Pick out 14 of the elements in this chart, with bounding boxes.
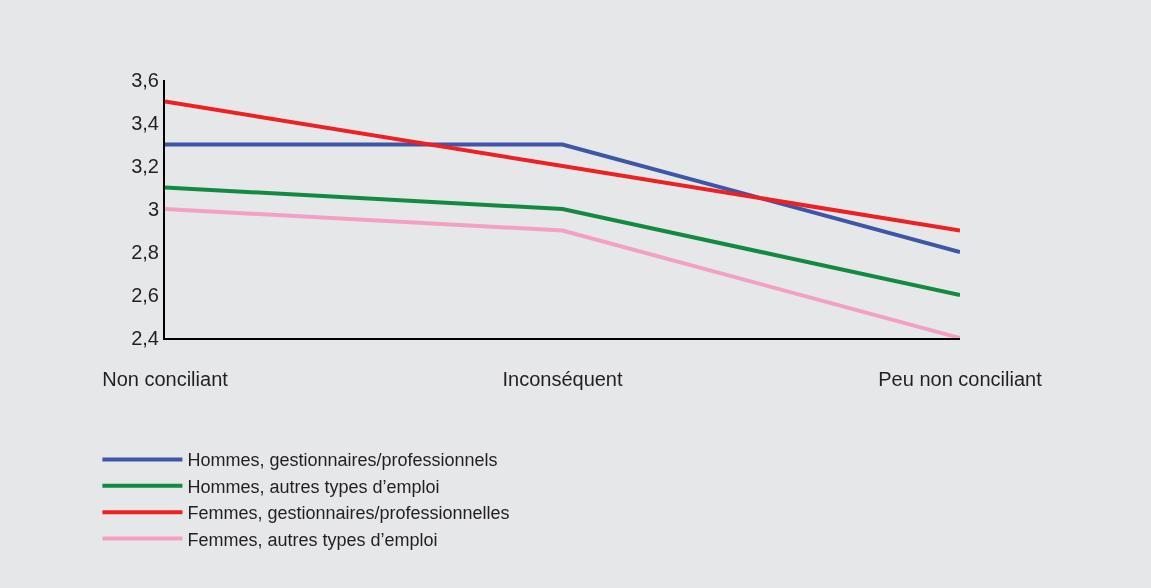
y-tick-label: 3,6	[131, 69, 159, 91]
x-tick-label: Peu non conciliant	[878, 368, 1043, 390]
x-tick-label: Inconséquent	[502, 368, 623, 390]
y-tick-label: 3	[147, 198, 159, 220]
y-tick-label: 2,8	[131, 241, 159, 263]
y-tick-label: 2,4	[131, 327, 159, 349]
y-tick-label: 3,2	[131, 155, 159, 177]
y-tick-label: 2,6	[131, 284, 159, 306]
legend-label: Femmes, gestionnaires/professionnelles	[187, 503, 510, 524]
legend-label: Femmes, autres types d’emploi	[187, 529, 438, 550]
legend-label: Hommes, autres types d’emploi	[187, 476, 440, 497]
y-tick-label: 3,4	[131, 112, 159, 134]
x-tick-label: Non conciliant	[102, 368, 229, 390]
legend-label: Hommes, gestionnaires/professionnels	[187, 450, 498, 471]
